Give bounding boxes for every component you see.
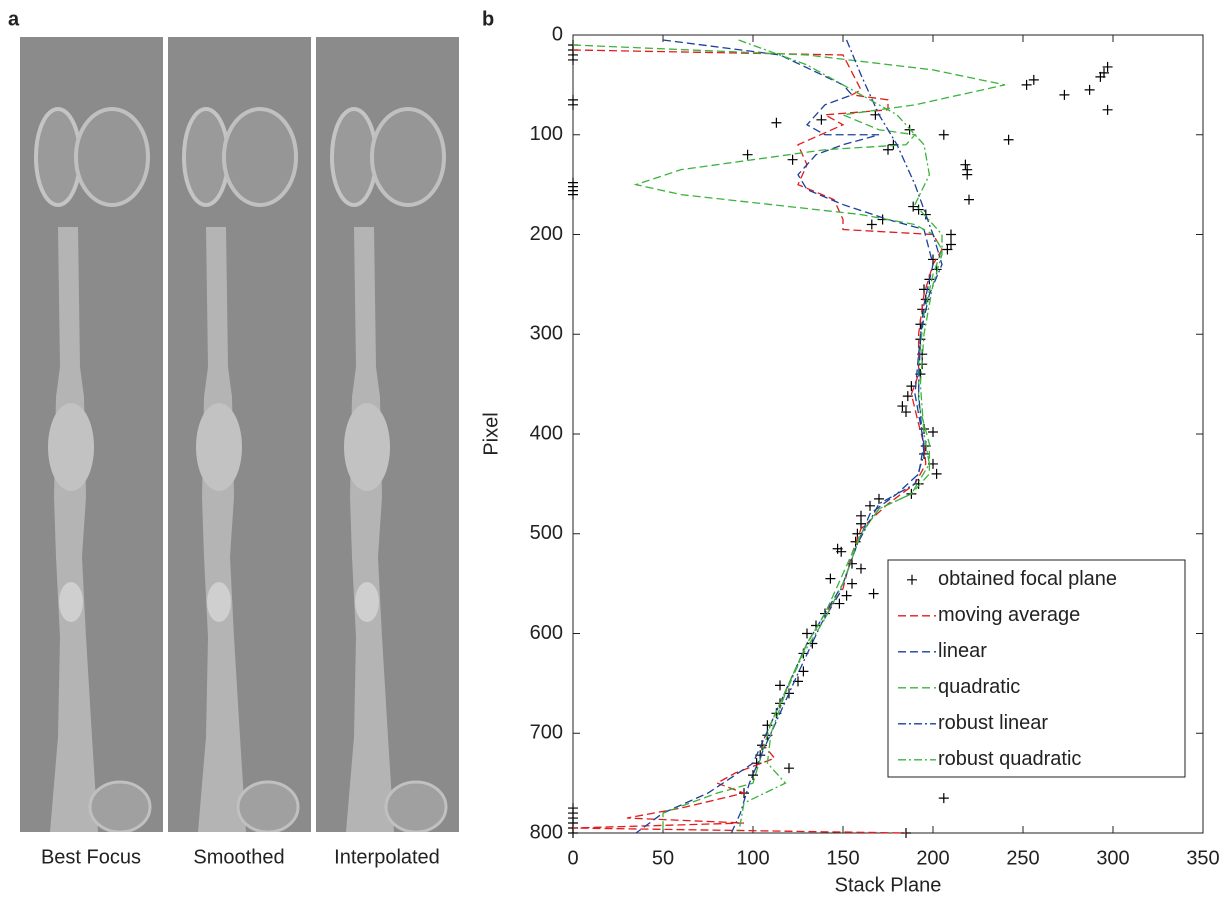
legend-label: quadratic [938,676,1020,698]
data-point [798,666,809,677]
data-point [920,294,931,305]
data-point [913,204,924,215]
data-point [1003,134,1014,145]
x-tick-label: 300 [1096,847,1129,869]
data-point [825,573,836,584]
panel-label: b [482,8,494,30]
data-point [742,149,753,160]
x-tick-label: 350 [1186,847,1219,869]
y-tick-label: 100 [530,123,563,145]
data-point [802,628,812,639]
image-caption: Interpolated [334,846,440,868]
y-tick-label: 400 [530,422,563,444]
legend-label: obtained focal plane [938,568,1117,590]
data-point [784,763,794,774]
data-point [960,159,971,170]
panel-label: a [8,8,20,30]
data-point [568,54,578,65]
data-point [1095,71,1106,82]
micrograph [20,37,163,832]
data-point [946,229,956,240]
data-point [902,391,913,402]
data-point [1102,104,1113,115]
x-tick-label: 250 [1006,847,1039,869]
data-point [1084,84,1095,95]
data-point [568,828,578,838]
data-point [1028,74,1039,85]
data-point [816,114,827,125]
y-tick-label: 700 [530,722,563,744]
legend-marker [907,574,917,585]
data-point [847,578,857,589]
data-point [841,590,852,601]
data-point [865,500,875,511]
data-point [836,546,847,557]
x-tick-label: 150 [826,847,859,869]
fit-line [737,39,943,834]
legend-label: moving average [938,604,1080,626]
data-point [964,194,974,205]
x-axis-label: Stack Plane [835,874,942,896]
legend-box [887,559,1186,778]
legend-label: robust quadratic [938,748,1081,770]
x-tick-label: 100 [736,847,769,869]
data-point [787,154,798,165]
y-tick-label: 800 [530,821,563,843]
y-tick-label: 500 [530,522,563,544]
data-point [938,793,949,804]
data-point [874,493,884,504]
data-point [928,427,938,438]
data-point [897,401,908,412]
data-point [856,563,866,574]
data-point [904,124,915,135]
fit-line [572,49,943,834]
data-point [568,99,578,110]
data-point [883,144,893,155]
y-tick-label: 600 [530,622,563,644]
data-point [901,407,911,418]
micrograph [168,37,311,832]
x-tick-label: 200 [916,847,949,869]
data-point [856,518,866,529]
x-tick-label: 0 [567,847,578,869]
fit-line [730,39,943,834]
data-point [748,770,758,781]
data-point [568,189,578,200]
data-point [931,468,942,479]
y-axis-label: Pixel [480,412,502,455]
legend-label: linear [938,640,987,662]
image-caption: Best Focus [41,846,141,868]
data-point [1102,61,1113,72]
data-point [908,201,919,212]
data-point [834,598,845,609]
data-point [775,680,785,691]
data-point [938,129,949,140]
y-tick-label: 0 [552,23,563,45]
data-point [962,169,973,180]
micrograph [316,37,459,832]
data-point [906,381,917,392]
y-tick-label: 200 [530,223,563,245]
y-tick-label: 300 [530,323,563,345]
data-point [866,219,877,230]
data-point [942,244,953,255]
image-caption: Smoothed [193,846,284,868]
x-tick-label: 50 [652,847,674,869]
data-point [771,117,782,128]
data-point [1059,89,1070,100]
legend-label: robust linear [938,712,1048,734]
data-point [868,588,879,599]
data-point [1021,79,1032,90]
